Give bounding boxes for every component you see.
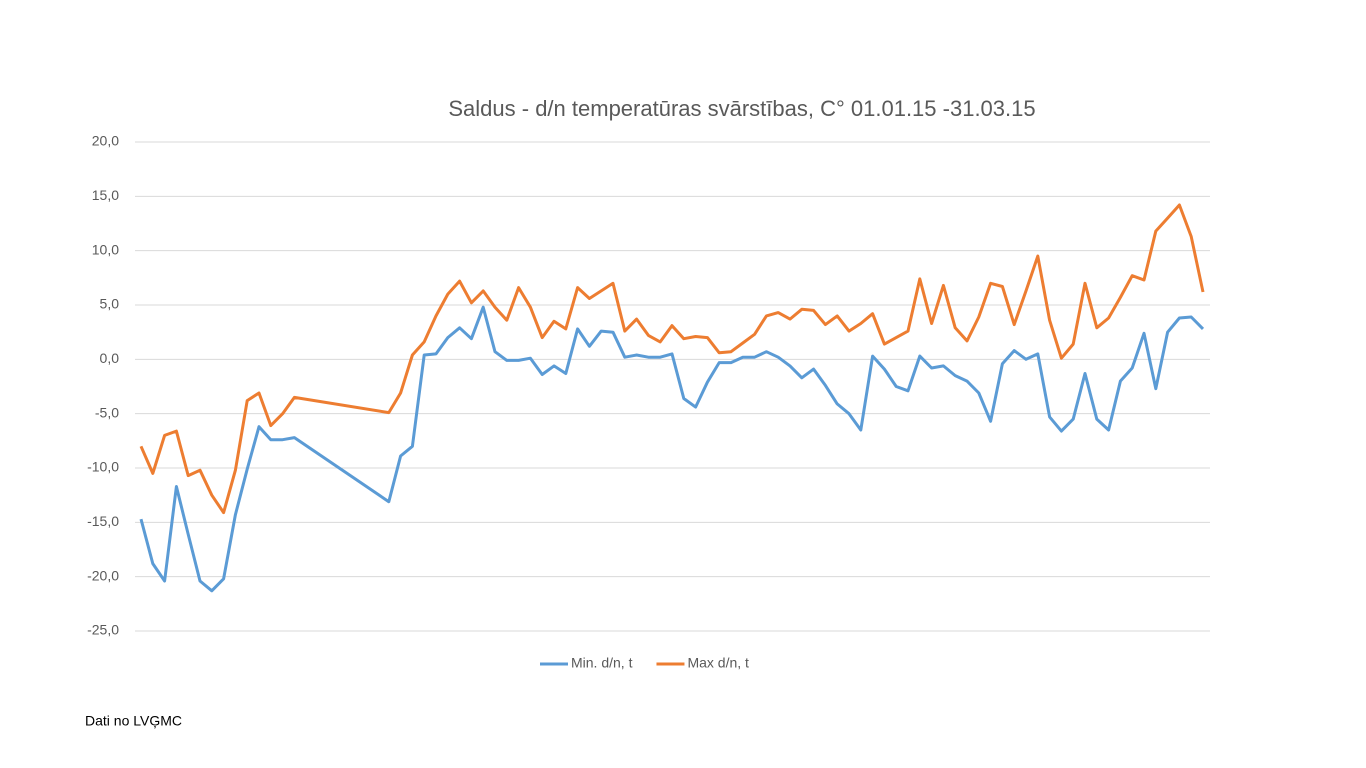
y-tick-label: 0,0 <box>100 350 120 366</box>
y-tick-label: -10,0 <box>87 459 119 475</box>
y-tick-label: 20,0 <box>92 133 119 149</box>
y-tick-label: 10,0 <box>92 241 119 257</box>
footer: Dati no LVĢMC <box>85 713 182 729</box>
y-tick-label: -15,0 <box>87 513 119 529</box>
legend-label: Max d/n, t <box>687 655 749 671</box>
legend-label: Min. d/n, t <box>571 655 633 671</box>
y-tick-label: 5,0 <box>100 296 120 312</box>
y-tick-label: -20,0 <box>87 567 119 583</box>
chart-title: Saldus - d/n temperatūras svārstības, C°… <box>448 96 1035 121</box>
y-tick-label: -25,0 <box>87 622 119 638</box>
y-tick-label: -5,0 <box>95 404 119 420</box>
data-line <box>139 305 1205 593</box>
y-tick-label: 15,0 <box>92 187 119 203</box>
data-line <box>139 203 1205 515</box>
